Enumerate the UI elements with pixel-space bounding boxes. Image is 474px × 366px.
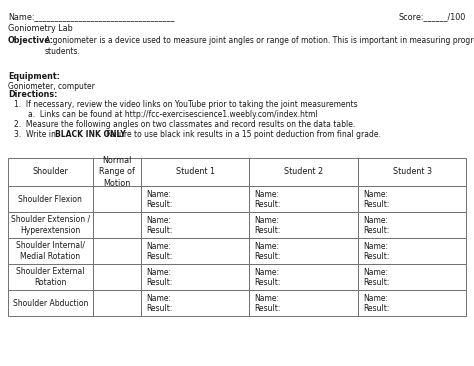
Text: Shoulder Flexion: Shoulder Flexion (18, 194, 82, 203)
Bar (8, 290, 93, 316)
Text: Result:: Result: (363, 200, 389, 209)
Bar (141, 238, 249, 264)
Text: Name:___________________________________: Name:___________________________________ (8, 12, 174, 21)
Text: Name:: Name: (255, 294, 279, 303)
Text: Result:: Result: (146, 278, 172, 287)
Text: Normal
Range of
Motion: Normal Range of Motion (99, 156, 135, 188)
Bar (358, 158, 466, 186)
Text: Name:: Name: (255, 268, 279, 277)
Text: Name:: Name: (146, 268, 171, 277)
Text: Name:: Name: (363, 294, 388, 303)
Bar (8, 158, 93, 186)
Bar (141, 290, 249, 316)
Bar (93, 238, 141, 264)
Bar (358, 212, 466, 238)
Text: Result:: Result: (363, 278, 389, 287)
Text: Name:: Name: (363, 268, 388, 277)
Text: Result:: Result: (146, 304, 172, 313)
Text: Objective:: Objective: (8, 36, 54, 45)
Bar (93, 290, 141, 316)
Bar (8, 212, 93, 238)
Text: BLACK INK ONLY: BLACK INK ONLY (55, 130, 126, 139)
Bar (141, 264, 249, 290)
Text: Shoulder Abduction: Shoulder Abduction (13, 299, 88, 307)
Text: Directions:: Directions: (8, 90, 57, 99)
Text: Name:: Name: (146, 294, 171, 303)
Text: Name:: Name: (146, 242, 171, 251)
Bar (249, 186, 358, 212)
Bar (358, 264, 466, 290)
Bar (249, 158, 358, 186)
Text: Result:: Result: (255, 304, 281, 313)
Text: Goniometer, computer: Goniometer, computer (8, 82, 95, 91)
Text: Result:: Result: (146, 200, 172, 209)
Bar (93, 212, 141, 238)
Bar (8, 264, 93, 290)
Text: Name:: Name: (255, 216, 279, 225)
Text: 1.  If necessary, review the video links on YouTube prior to taking the joint me: 1. If necessary, review the video links … (14, 100, 357, 109)
Text: Name:: Name: (255, 242, 279, 251)
Text: 2.  Measure the following angles on two classmates and record results on the dat: 2. Measure the following angles on two c… (14, 120, 355, 129)
Bar (249, 238, 358, 264)
Text: Result:: Result: (255, 278, 281, 287)
Text: 3.  Write in: 3. Write in (14, 130, 58, 139)
Text: Shoulder Extension /
Hyperextension: Shoulder Extension / Hyperextension (11, 215, 90, 235)
Text: Shoulder External
Rotation: Shoulder External Rotation (16, 267, 85, 287)
Text: Score:______/100: Score:______/100 (399, 12, 466, 21)
Bar (358, 238, 466, 264)
Text: a.  Links can be found at http://fcc-exercisescience1.weebly.com/index.html: a. Links can be found at http://fcc-exer… (28, 110, 318, 119)
Bar (8, 186, 93, 212)
Bar (141, 158, 249, 186)
Bar (249, 212, 358, 238)
Text: Result:: Result: (255, 226, 281, 235)
Text: Result:: Result: (255, 252, 281, 261)
Text: Shoulder Internal/
Medial Rotation: Shoulder Internal/ Medial Rotation (16, 241, 85, 261)
Text: Student 3: Student 3 (392, 168, 432, 176)
Bar (141, 186, 249, 212)
Bar (141, 212, 249, 238)
Bar (358, 186, 466, 212)
Bar (93, 264, 141, 290)
Text: .  Failure to use black ink results in a 15 point deduction from final grade.: . Failure to use black ink results in a … (99, 130, 381, 139)
Bar (93, 186, 141, 212)
Text: Name:: Name: (255, 190, 279, 199)
Text: Goniometry Lab: Goniometry Lab (8, 24, 73, 33)
Bar (249, 264, 358, 290)
Text: Result:: Result: (146, 252, 172, 261)
Text: Student 2: Student 2 (284, 168, 323, 176)
Text: Name:: Name: (146, 190, 171, 199)
Text: Shoulder: Shoulder (32, 168, 68, 176)
Bar (249, 290, 358, 316)
Text: Result:: Result: (363, 304, 389, 313)
Bar (8, 238, 93, 264)
Text: Result:: Result: (146, 226, 172, 235)
Text: A goniometer is a device used to measure joint angles or range of motion. This i: A goniometer is a device used to measure… (45, 36, 474, 56)
Text: Result:: Result: (363, 226, 389, 235)
Text: Name:: Name: (363, 190, 388, 199)
Text: Student 1: Student 1 (175, 168, 215, 176)
Text: Result:: Result: (255, 200, 281, 209)
Text: Result:: Result: (363, 252, 389, 261)
Text: Name:: Name: (363, 216, 388, 225)
Text: Equipment:: Equipment: (8, 72, 60, 81)
Text: Name:: Name: (146, 216, 171, 225)
Bar (358, 290, 466, 316)
Bar (93, 158, 141, 186)
Text: Name:: Name: (363, 242, 388, 251)
